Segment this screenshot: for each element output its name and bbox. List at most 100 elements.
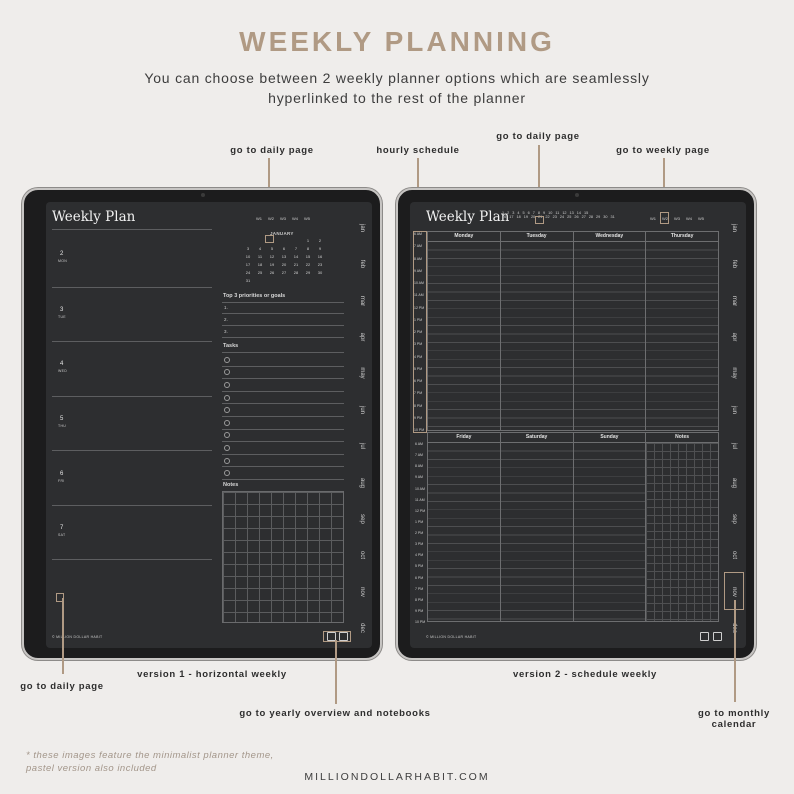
date-link[interactable]: 23 [552,215,557,219]
month-tab-jul[interactable]: jul [731,443,737,450]
date-link[interactable]: 29 [596,215,601,219]
calendar-day[interactable]: 27 [281,270,287,275]
calendar-day[interactable]: 24 [245,270,251,275]
day-block[interactable]: 6 FRI [52,450,212,505]
date-link[interactable]: 27 [581,215,586,219]
day-column[interactable] [499,443,573,621]
website-link[interactable]: MILLIONDOLLARHABIT.COM [304,771,490,783]
calendar-day[interactable]: 8 [306,246,310,251]
day-column[interactable] [428,443,500,621]
week-tab[interactable]: W2 [662,216,668,221]
weekly-page-highlight[interactable] [660,212,669,224]
calendar-day[interactable]: 3 [246,246,250,251]
task-checkbox[interactable] [224,381,230,388]
month-tab-dec[interactable]: dec [718,622,746,634]
date-link[interactable]: 6 [527,211,530,215]
date-link[interactable]: 18 [516,215,521,219]
month-tab-jan[interactable]: jan [731,223,737,232]
calendar-day[interactable]: 11 [257,254,263,259]
day-block[interactable]: 2 MON [52,232,212,287]
date-link[interactable]: 5 [522,211,525,215]
date-link[interactable]: 21 [538,215,543,219]
calendar-day[interactable]: 1 [306,238,310,243]
calendar-day[interactable]: 4 [258,246,262,251]
yearly-overview-icon[interactable] [327,632,336,641]
month-tab-jul[interactable]: jul [359,443,365,450]
calendar-day[interactable]: 5 [270,246,274,251]
task-checkbox[interactable] [224,470,230,477]
week-tab[interactable]: W2 [268,216,274,221]
week-tab[interactable]: W5 [304,216,310,221]
calendar-day[interactable]: 30 [317,270,323,275]
calendar-day[interactable]: 16 [317,254,323,259]
month-tab-may[interactable]: may [731,367,737,380]
calendar-day[interactable]: 25 [257,270,263,275]
calendar-day[interactable]: 2 [318,238,322,243]
week-tab[interactable]: W3 [280,216,286,221]
task-row[interactable] [222,467,344,480]
day-column[interactable] [572,242,646,430]
week-tab[interactable]: W4 [292,216,298,221]
date-link[interactable]: 10 [548,211,553,215]
calendar-day[interactable]: 17 [245,262,251,267]
task-row[interactable] [222,379,344,392]
day-block[interactable]: 4 WED [52,341,212,396]
month-tab-mar[interactable]: mar [359,295,365,306]
date-link[interactable]: 28 [588,215,594,219]
calendar-day[interactable]: 13 [281,254,287,259]
calendar-day[interactable]: 28 [293,270,299,275]
task-checkbox[interactable] [224,369,230,376]
date-link[interactable]: 8 [537,211,540,215]
month-tab-aug[interactable]: aug [731,477,737,488]
date-link[interactable]: 17 [509,215,514,219]
task-checkbox[interactable] [224,419,230,426]
date-link[interactable]: 14 [576,211,582,215]
task-row[interactable] [222,430,344,443]
calendar-day[interactable]: 7 [294,246,298,251]
calendar-day[interactable]: 21 [293,262,299,267]
date-link[interactable]: 30 [603,215,608,219]
calendar-day[interactable]: 18 [257,262,263,267]
month-tab-aug[interactable]: aug [359,477,365,488]
day-block[interactable] [52,559,212,614]
month-tab-mar[interactable]: mar [731,295,737,306]
daily-page-button[interactable] [56,593,64,602]
task-row[interactable] [222,392,344,405]
month-tab-feb[interactable]: feb [359,260,365,269]
day-column[interactable] [499,242,573,430]
week-tab[interactable]: W3 [674,216,680,221]
calendar-day[interactable]: 10 [245,254,251,259]
calendar-day[interactable]: 23 [317,262,323,267]
month-tab-may[interactable]: may [359,367,365,380]
month-tab-jun[interactable]: jun [731,405,737,414]
date-link[interactable]: 31 [610,215,615,219]
date-link[interactable]: 12 [562,211,567,215]
date-link[interactable]: 4 [517,211,520,215]
date-link[interactable]: 24 [559,215,565,219]
month-tab-apr[interactable]: apr [359,332,365,342]
task-checkbox[interactable] [224,394,230,401]
day-block[interactable]: 5 THU [52,395,212,451]
month-tab-jun[interactable]: jun [359,405,365,414]
date-link[interactable]: 16 [502,215,507,219]
task-row[interactable] [222,417,344,430]
month-tab-sep[interactable]: sep [359,514,365,524]
task-checkbox[interactable] [224,432,230,439]
month-tab-dec[interactable]: dec [359,623,365,633]
daily-page-highlight[interactable] [535,216,544,224]
date-link[interactable]: 1 [502,211,505,215]
date-link[interactable]: 3 [512,211,515,215]
month-tab-oct[interactable]: oct [359,551,365,560]
task-checkbox[interactable] [224,356,230,363]
daily-page-highlight[interactable] [265,235,274,243]
week-tab[interactable]: W1 [650,216,656,221]
month-tab-feb[interactable]: feb [731,260,737,269]
calendar-day[interactable]: 20 [281,262,287,267]
calendar-day[interactable]: 22 [305,262,311,267]
date-link[interactable]: 22 [545,215,550,219]
date-link[interactable]: 7 [532,211,535,215]
task-row[interactable] [222,367,344,380]
date-link[interactable]: 13 [569,211,574,215]
task-row[interactable] [222,455,344,468]
calendar-day[interactable]: 14 [293,254,299,259]
